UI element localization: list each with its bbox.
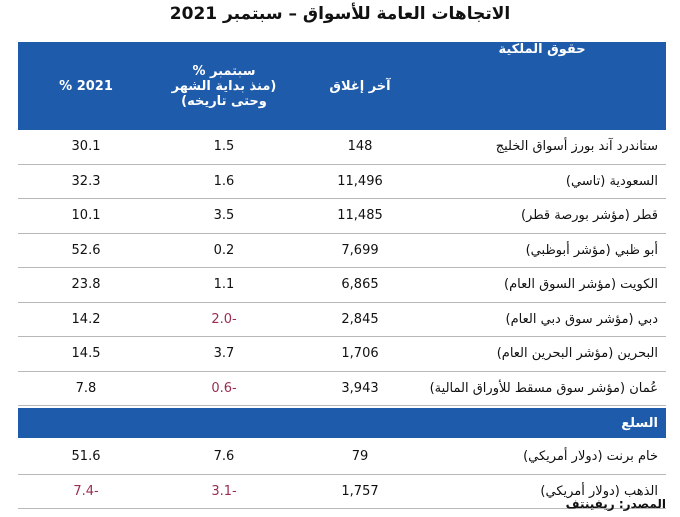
source: المصدر: ريفينتف — [565, 497, 666, 511]
data-row: خام برنت (دولار أمريكي) 79 7.6 51.6 — [18, 440, 666, 475]
value-cell: -7.4 — [73, 483, 99, 499]
value-cell: 23.8 — [71, 277, 101, 293]
value-cell: 0.2 — [213, 242, 235, 258]
value-cell: 3.7 — [213, 346, 235, 362]
data-row: دبي (مؤشر سوق دبي العام) 2,845 -2.0 14.2 — [18, 303, 666, 337]
data-row: الكويت (مؤشر السوق العام) 6,865 1.1 23.8 — [18, 268, 666, 303]
header-line: حقوق الملكية — [498, 42, 586, 57]
value-cell: -0.6 — [211, 380, 237, 396]
value-cell: 10.1 — [71, 208, 101, 224]
value-cell: 1.5 — [213, 139, 235, 155]
value-cell: 51.6 — [71, 449, 101, 465]
data-row: عُمان (مؤشر سوق مسقط للأوراق المالية) 3,9… — [18, 372, 666, 406]
title: الاتجاهات العامة للأسواق – سبتمبر 2021 — [169, 4, 511, 24]
column-header: آخر إغلاق — [294, 42, 426, 130]
data-row: قطر (مؤشر بورصة قطر) 11,485 3.5 10.1 — [18, 199, 666, 234]
value-cell: 11,496 — [337, 173, 383, 189]
value-cell: 6,865 — [341, 277, 379, 293]
value-cell: 3.5 — [213, 208, 235, 224]
name-cell: عُمان (مؤشر سوق مسقط للأوراق المالية) — [429, 380, 658, 396]
value-cell: 1,757 — [341, 483, 379, 499]
name-cell: ستاندرد آند بورز أسواق الخليج — [495, 139, 658, 155]
value-cell: -3.1 — [211, 483, 237, 499]
value-cell: 11,485 — [337, 208, 383, 224]
value-cell: 7,699 — [341, 242, 379, 258]
value-cell: 3,943 — [341, 380, 379, 396]
header-row: حقوق الملكية آخر إغلاق سبتمبر % (منذ بداية … — [18, 42, 666, 130]
data-row: أبو ظبي (مؤشر أبوظبي) 7,699 0.2 52.6 — [18, 234, 666, 268]
name-cell: الذهب (دولار أمريكي) — [540, 483, 658, 499]
value-cell: 1,706 — [341, 346, 379, 362]
data-row: السعودية (تاسي) 11,496 1.6 32.3 — [18, 165, 666, 199]
value-cell: 79 — [351, 449, 369, 465]
name-cell: دبي (مؤشر سوق دبي العام) — [505, 311, 658, 327]
data-row: الذهب (دولار أمريكي) 1,757 -3.1 -7.4 — [18, 475, 666, 509]
value-cell: -2.0 — [211, 311, 237, 327]
header-line: (منذ بداية الشهر — [171, 78, 277, 94]
value-cell: 52.6 — [71, 242, 101, 258]
column-header: سبتمبر % (منذ بداية الشهر وحتى تاريخه) — [154, 42, 294, 130]
column-header: 2021 % — [18, 42, 154, 130]
data-row: البحرين (مؤشر البحرين العام) 1,706 3.7 14.5 — [18, 337, 666, 372]
name-cell: أبو ظبي (مؤشر أبوظبي) — [525, 242, 658, 258]
name-cell: السعودية (تاسي) — [565, 173, 658, 189]
value-cell: 30.1 — [71, 139, 101, 155]
name-cell: الكويت (مؤشر السوق العام) — [504, 277, 658, 293]
value-cell: 14.5 — [71, 346, 101, 362]
name-cell: البحرين (مؤشر البحرين العام) — [496, 346, 658, 362]
value-cell: 1.6 — [213, 173, 235, 189]
name-cell: قطر (مؤشر بورصة قطر) — [520, 208, 658, 224]
data-row: ستاندرد آند بورز أسواق الخليج 148 1.5 30.1 — [18, 130, 666, 165]
value-cell: 148 — [347, 139, 373, 155]
value-cell: 2,845 — [341, 311, 379, 327]
value-cell: 14.2 — [71, 311, 101, 327]
header-line: سبتمبر % — [192, 63, 256, 79]
header-line: آخر إغلاق — [329, 78, 391, 94]
header-line: وحتى تاريخه) — [181, 93, 267, 109]
value-cell: 7.6 — [213, 449, 235, 465]
value-cell: 7.8 — [75, 380, 97, 396]
section-row: السلع — [18, 408, 666, 438]
value-cell: 32.3 — [71, 173, 101, 189]
table: حقوق الملكية آخر إغلاق سبتمبر % (منذ بداية … — [18, 42, 666, 509]
column-header: حقوق الملكية — [426, 42, 666, 130]
header-line: 2021 % — [59, 78, 113, 94]
name-cell: خام برنت (دولار أمريكي) — [523, 449, 658, 465]
section-label: السلع — [621, 415, 658, 431]
value-cell: 1.1 — [213, 277, 235, 293]
